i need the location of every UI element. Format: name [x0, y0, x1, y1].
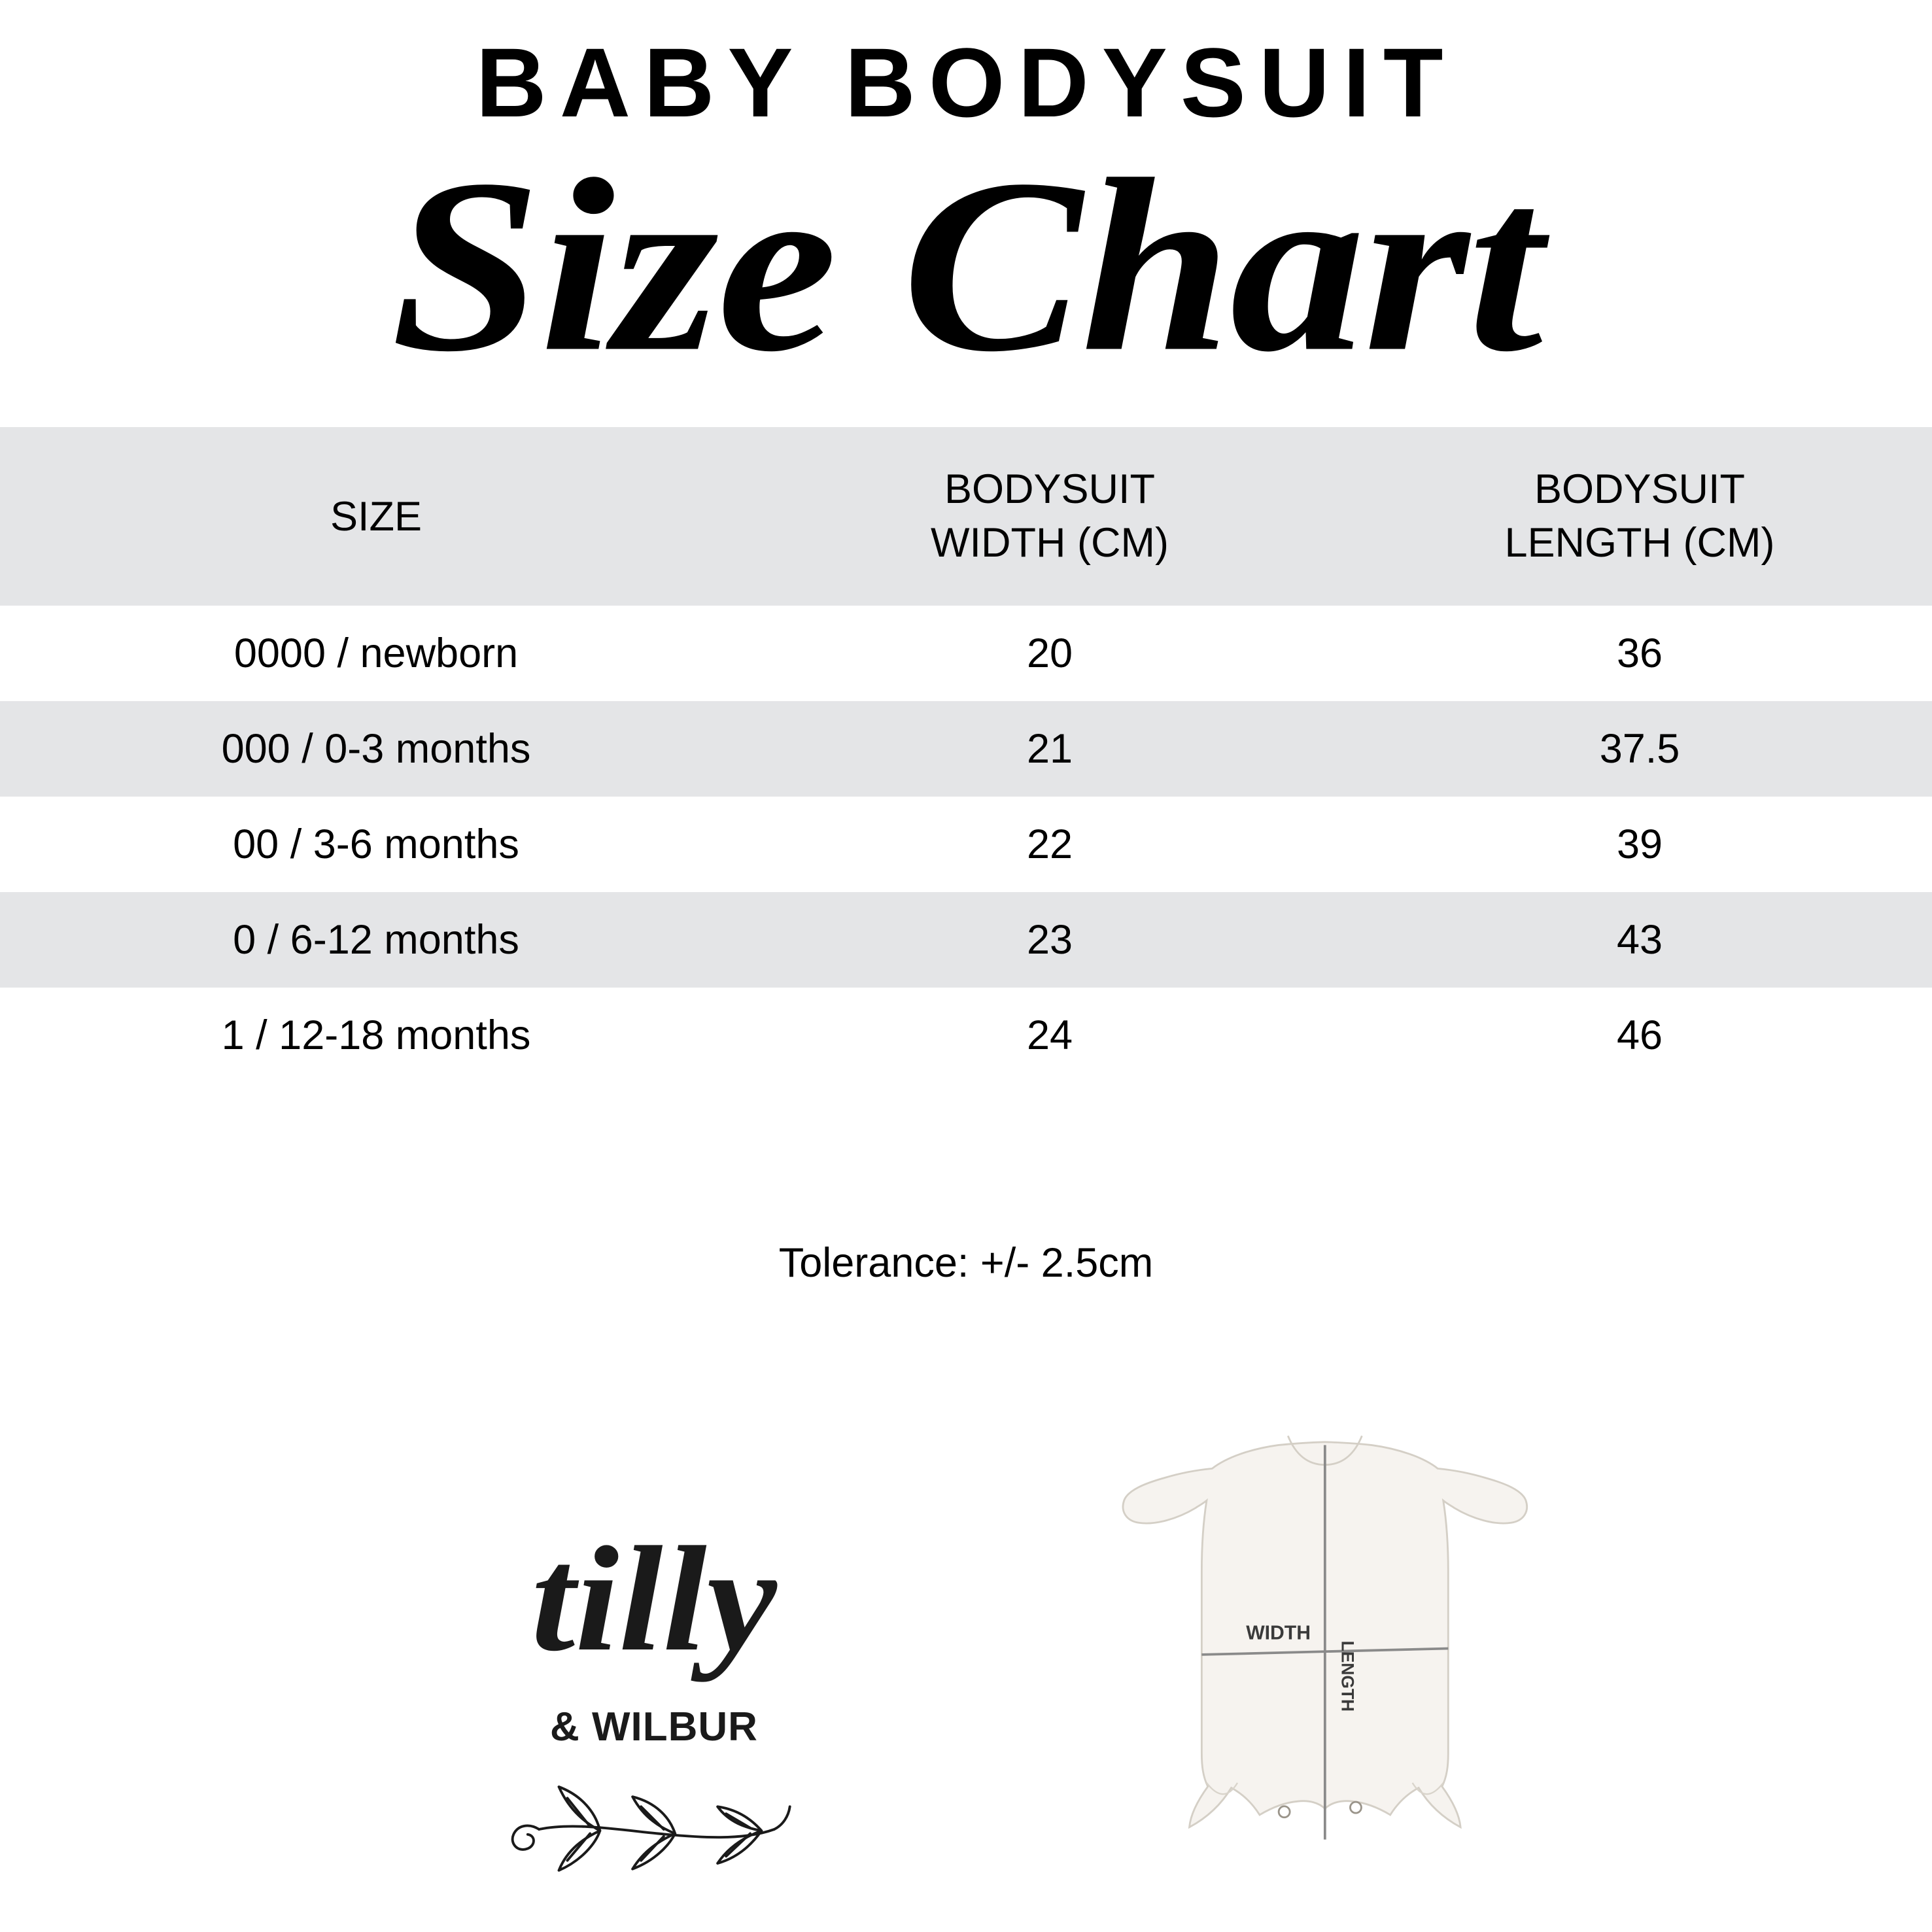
svg-text:WIDTH: WIDTH: [1246, 1622, 1311, 1644]
svg-text:LENGTH: LENGTH: [1337, 1641, 1357, 1712]
